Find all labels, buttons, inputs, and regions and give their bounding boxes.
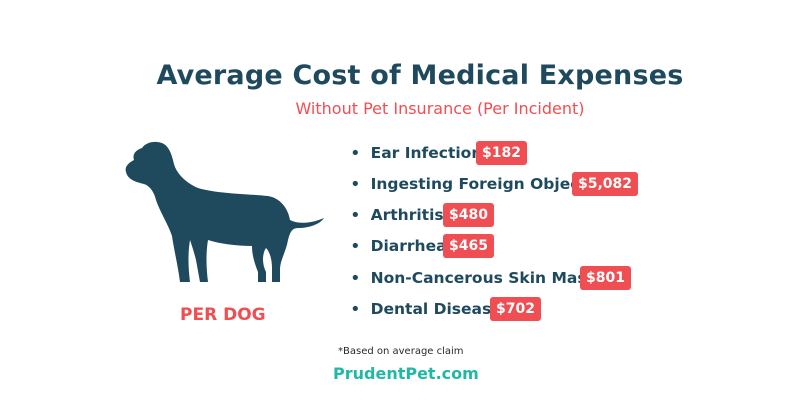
- expense-label: Ear Infection: [370, 144, 483, 162]
- bullet-icon: •: [350, 298, 361, 320]
- page-title: Average Cost of Medical Expenses: [156, 60, 684, 91]
- bullet-icon: •: [350, 267, 361, 289]
- dog-silhouette-icon: [125, 141, 324, 282]
- footnote: *Based on average claim: [338, 346, 464, 357]
- expense-item: • Ingesting Foreign Object: [350, 171, 587, 197]
- per-dog-label: PER DOG: [180, 305, 266, 325]
- expense-item: • Arthritis: [350, 202, 444, 228]
- expense-item: • Non-Cancerous Skin Mass: [350, 265, 596, 291]
- expense-label: Arthritis: [370, 206, 444, 224]
- bullet-icon: •: [350, 235, 361, 257]
- bullet-icon: •: [350, 173, 361, 195]
- expense-label: Diarrhea: [370, 237, 447, 255]
- expense-cost-badge: $480: [443, 203, 494, 227]
- expense-label: Non-Cancerous Skin Mass: [370, 269, 596, 287]
- expense-cost-badge: $182: [476, 141, 527, 165]
- bullet-icon: •: [350, 204, 361, 226]
- bullet-icon: •: [350, 142, 361, 164]
- expense-item: • Diarrhea: [350, 233, 447, 259]
- expense-item: • Ear Infection: [350, 140, 482, 166]
- expense-label: Ingesting Foreign Object: [370, 175, 587, 193]
- expense-cost-badge: $801: [580, 266, 631, 290]
- expense-cost-badge: $5,082: [572, 172, 639, 196]
- expense-cost-badge: $702: [490, 297, 541, 321]
- page-subtitle: Without Pet Insurance (Per Incident): [295, 99, 585, 118]
- expense-cost-badge: $465: [443, 234, 494, 258]
- brand-link[interactable]: PrudentPet.com: [333, 364, 479, 383]
- expense-label: Dental Disease: [370, 300, 502, 318]
- expense-item: • Dental Disease: [350, 296, 502, 322]
